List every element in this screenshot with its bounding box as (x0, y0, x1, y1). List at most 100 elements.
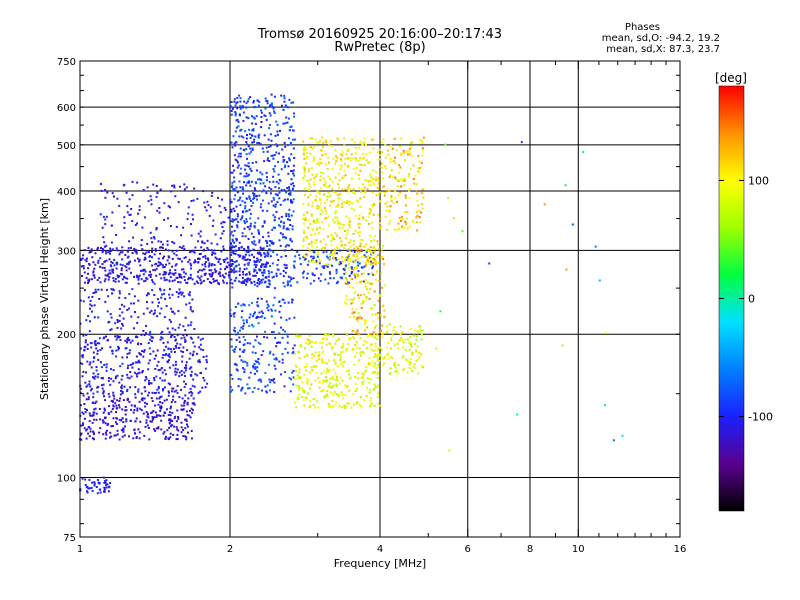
data-point (307, 196, 310, 199)
data-point (183, 188, 186, 191)
data-point (121, 251, 124, 254)
data-point (171, 258, 174, 260)
data-point (230, 278, 233, 281)
data-point (251, 122, 254, 125)
data-point (302, 399, 305, 402)
data-point (348, 203, 351, 206)
data-point (344, 277, 347, 280)
data-point (148, 382, 151, 384)
data-point (268, 112, 271, 115)
data-point (298, 393, 301, 396)
data-point (104, 437, 107, 440)
data-point (244, 201, 247, 204)
data-point (230, 141, 233, 144)
data-point (142, 252, 145, 255)
data-point (316, 162, 319, 165)
data-point (284, 164, 287, 167)
data-point (185, 420, 188, 423)
data-point (369, 362, 372, 365)
data-point (191, 402, 194, 405)
data-point (352, 192, 355, 194)
data-point (418, 216, 421, 219)
data-point (92, 392, 95, 395)
data-point (165, 278, 168, 281)
data-point (126, 309, 129, 311)
data-point (253, 192, 256, 195)
data-point (400, 225, 403, 228)
data-point (322, 338, 325, 340)
data-point (348, 389, 351, 392)
data-point (99, 213, 102, 216)
data-point (150, 203, 153, 206)
data-point (302, 229, 305, 232)
data-point (311, 228, 314, 231)
data-point (252, 116, 255, 119)
data-point (109, 482, 112, 485)
data-point (359, 142, 362, 145)
data-point (243, 227, 246, 230)
data-point (338, 179, 341, 181)
data-point (230, 259, 233, 261)
data-point (257, 136, 260, 139)
data-point (109, 329, 112, 332)
data-point (123, 275, 126, 278)
data-point (621, 434, 624, 437)
data-point (243, 279, 246, 282)
data-point (316, 190, 319, 193)
data-point (351, 138, 354, 141)
data-point (275, 180, 278, 183)
data-point (375, 260, 377, 263)
data-point (310, 213, 313, 216)
data-point (105, 244, 108, 247)
data-point (234, 348, 236, 351)
data-point (176, 433, 179, 436)
data-point (272, 353, 275, 356)
data-point (369, 400, 372, 403)
data-point (374, 273, 377, 276)
data-point (352, 260, 355, 263)
data-point (159, 368, 162, 371)
data-point (128, 307, 130, 310)
data-point (382, 357, 385, 360)
data-point (308, 250, 311, 253)
data-point (352, 243, 355, 246)
data-point (248, 273, 251, 276)
data-point (247, 238, 250, 240)
data-point (383, 362, 386, 365)
data-point (246, 387, 249, 390)
data-point (253, 187, 256, 190)
data-point (372, 349, 375, 352)
data-point (239, 97, 242, 100)
data-point (117, 276, 120, 279)
data-point (180, 431, 183, 434)
data-point (239, 155, 242, 158)
data-point (223, 221, 226, 224)
data-point (101, 387, 104, 390)
data-point (231, 282, 234, 285)
data-point (159, 252, 162, 255)
data-point (398, 145, 401, 148)
data-point (376, 270, 379, 273)
data-point (266, 303, 269, 306)
data-point (448, 449, 451, 452)
data-point (346, 166, 349, 169)
data-point (281, 233, 284, 236)
data-point (353, 247, 356, 250)
data-point (145, 332, 147, 335)
data-point (352, 188, 355, 191)
data-point (389, 158, 392, 160)
data-point (267, 363, 270, 366)
data-point (373, 356, 376, 358)
data-point (372, 213, 375, 216)
data-point (315, 195, 318, 198)
data-point (131, 252, 134, 254)
data-point (332, 235, 334, 238)
data-point (130, 246, 132, 249)
data-point (236, 118, 239, 121)
data-point (157, 305, 159, 308)
data-point (289, 192, 292, 195)
data-point (254, 105, 257, 108)
data-point (233, 188, 236, 190)
data-point (363, 265, 366, 268)
data-point (303, 366, 306, 369)
